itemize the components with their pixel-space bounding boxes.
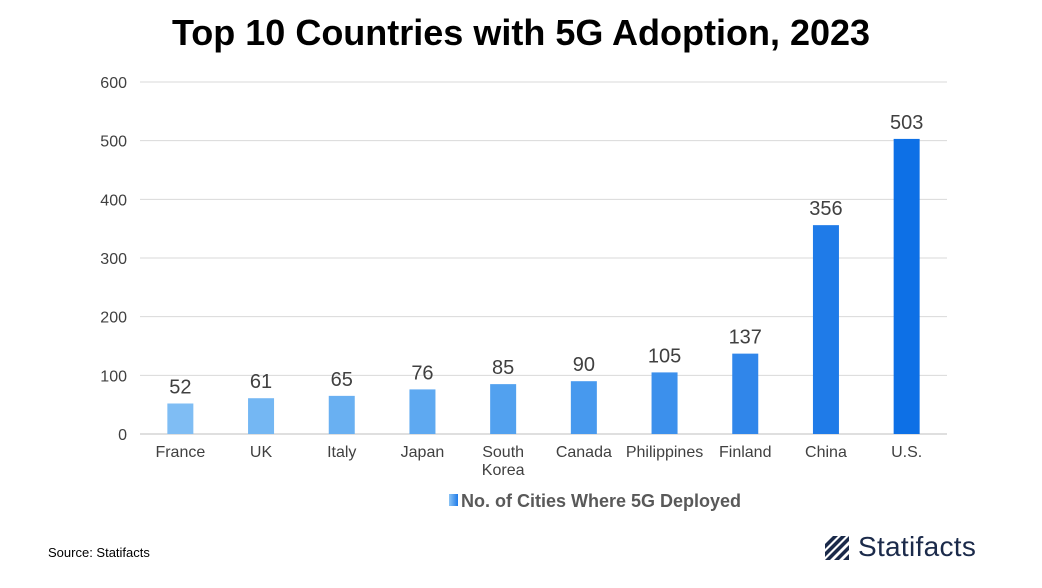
legend-swatch xyxy=(449,494,458,506)
data-label: 52 xyxy=(169,376,191,398)
y-tick-label: 400 xyxy=(100,192,127,209)
data-label: 90 xyxy=(573,354,595,376)
gridlines xyxy=(140,81,947,435)
bar xyxy=(732,353,759,434)
bar xyxy=(409,389,436,434)
bar xyxy=(167,403,194,434)
bar xyxy=(893,138,920,434)
y-tick-label: 100 xyxy=(100,368,127,385)
data-label: 137 xyxy=(729,327,762,349)
data-labels: 52 61 65 76 85 90 105 137 356 503 xyxy=(169,112,923,399)
legend: No. of Cities Where 5G Deployed xyxy=(449,491,741,511)
chart-title: Top 10 Countries with 5G Adoption, 2023 xyxy=(171,12,871,53)
x-tick-label: Canada xyxy=(556,444,612,461)
y-tick-label: 200 xyxy=(100,310,127,327)
x-tick-label: Philippines xyxy=(626,444,703,461)
data-label: 503 xyxy=(890,112,923,134)
brand-name: Statifacts xyxy=(858,531,977,562)
source-note: Source: Statifacts xyxy=(48,545,150,560)
data-label: 105 xyxy=(648,345,681,367)
bar xyxy=(651,372,678,434)
x-tick-label: South Korea xyxy=(482,444,525,479)
bar xyxy=(570,381,597,434)
y-tick-label: 0 xyxy=(118,427,127,444)
y-tick-label: 300 xyxy=(100,251,127,268)
legend-label: No. of Cities Where 5G Deployed xyxy=(461,491,741,511)
y-axis-ticks: 0 100 200 300 400 500 600 xyxy=(100,75,127,444)
y-tick-label: 600 xyxy=(100,75,127,92)
x-tick-label: UK xyxy=(250,444,273,461)
bars xyxy=(167,138,920,434)
bar xyxy=(328,395,355,434)
data-label: 76 xyxy=(411,362,433,384)
bar xyxy=(812,225,839,434)
x-tick-label: Japan xyxy=(401,444,445,461)
data-label: 61 xyxy=(250,371,272,393)
bar xyxy=(490,384,517,434)
x-tick-label: China xyxy=(805,444,847,461)
x-tick-label: U.S. xyxy=(891,444,922,461)
x-tick-label: Italy xyxy=(327,444,356,461)
data-label: 356 xyxy=(809,198,842,220)
x-tick-label: France xyxy=(155,444,205,461)
data-label: 65 xyxy=(331,369,353,391)
y-tick-label: 500 xyxy=(100,134,127,151)
brand-logo: Statifacts xyxy=(822,528,976,566)
x-tick-label: Finland xyxy=(719,444,771,461)
bar xyxy=(248,398,275,434)
x-axis-ticks: France UK Italy Japan South Korea Canada Philip… xyxy=(155,444,922,479)
statifacts-logo-icon xyxy=(825,536,849,560)
data-label: 85 xyxy=(492,357,514,379)
